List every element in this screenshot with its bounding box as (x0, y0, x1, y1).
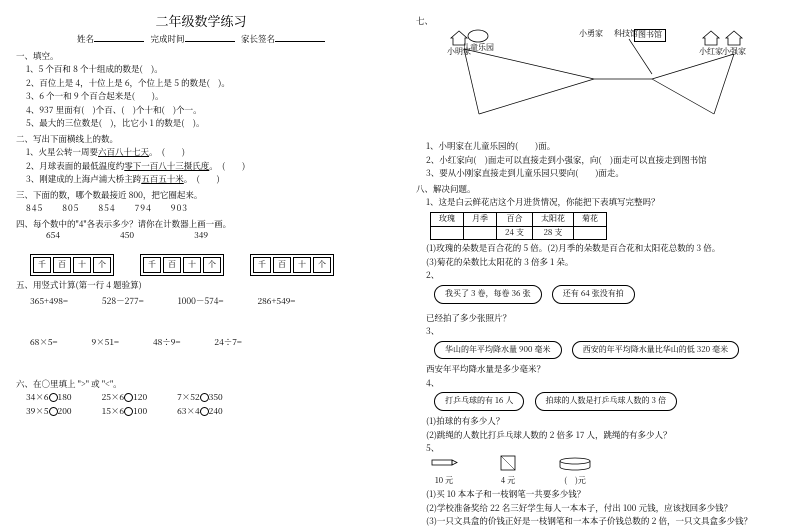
time-label: 完成时间 (150, 33, 184, 45)
circle-icon (49, 407, 58, 416)
sign-label: 家长签名 (241, 33, 275, 45)
speech-bubble: 西安的年平均降水量比华山的低 320 毫米 (572, 341, 739, 360)
s5-row2: 68×5= 9×51= 48÷9= 24÷7= (30, 337, 386, 348)
flower-table: 玫瑰月季百合太阳花菊花 24 支28 支 (430, 212, 607, 241)
q8-4: 4、 (426, 378, 786, 389)
s4-numbers: 654 450 349 (46, 230, 386, 241)
q7-3: 3、要从小刚家直接走到儿童乐园只要向( )面走。 (426, 168, 786, 179)
q8-4a: (1)拍球的有多少人？ (426, 416, 786, 427)
speech-bubble: 打乒乓球的有 16 人 (434, 392, 524, 411)
speech-bubble: 还有 64 张没有拍 (552, 285, 635, 304)
circle-icon (124, 393, 133, 402)
q8-4b: (2)跳绳的人数比打乒乓球人数的 2 倍多 17 人，跳绳的有多少人？ (426, 430, 786, 441)
section-6-heading: 六、在○里填上 ">" 或 "<"。 (16, 379, 386, 390)
house-ertong: 儿童乐园 (462, 29, 494, 54)
q2-2: 2、月球表面的最低温度约零下一百八十三摄氏度。 ( ) (26, 161, 386, 172)
circle-icon (49, 393, 58, 402)
q1-2: 2、百位上是 4，十位上是 6，个位上是 5 的数是( )。 (26, 78, 386, 89)
q8-3: 3、 (426, 326, 786, 337)
q8-3t: 西安年平均降水量是多少毫米？ (426, 364, 786, 375)
pv-table: 千百十个 (140, 254, 224, 277)
left-column: 二年级数学练习 姓名 完成时间 家长签名 一、填空。 1、5 个百和 8 个十组… (0, 0, 400, 505)
s6-row2: 39×5200 15×6100 63×4240 (26, 406, 386, 417)
circle-icon (200, 407, 209, 416)
q2-1: 1、火星公转一周要六百八十七天。 ( ) (26, 147, 386, 158)
speech-bubble: 拍球的人数是打乒乓球人数的 3 倍 (535, 392, 678, 411)
q8-1b: (3)菊花的朵数比太阳花的 3 倍多 1 朵。 (426, 257, 786, 268)
q8-5b: (2)学校准备奖给 22 名三好学生每人一本本子，付出 100 元钱，应该找回多… (426, 503, 786, 514)
q8-3-bubbles: 华山的年平均降水量 900 毫米 西安的年平均降水量比华山的低 320 毫米 (430, 338, 786, 363)
q8-5: 5、 (426, 443, 786, 454)
item-case: ( )元 (558, 456, 592, 487)
q1-4: 4、937 里面有( )个百、( )个十和( )个一。 (26, 105, 386, 116)
label-xiaoyong: 小勇家 (579, 29, 603, 40)
q1-5: 5、最大的三位数是( )，比它小 1 的数是( )。 (26, 118, 386, 129)
circle-icon (200, 393, 209, 402)
q8-2t: 已经拍了多少张照片？ (426, 313, 786, 324)
section-5-heading: 五、用竖式计算(第一行 4 题验算) (16, 280, 386, 291)
q8-1a: (1)玫瑰的朵数是百合花的 5 倍。(2)月季的朵数是百合花和太阳花总数的 3 … (426, 243, 786, 254)
speech-bubble: 我买了 3 卷，每卷 36 张 (434, 285, 542, 304)
s6-row1: 34×6180 25×6120 7×52350 (26, 392, 386, 403)
q2-3: 3、刚建成的上海卢浦大桥主跨五百五十米。 ( ) (26, 174, 386, 185)
q8-4-bubbles: 打乒乓球的有 16 人 拍球的人数是打乒乓球人数的 3 倍 (430, 389, 786, 414)
q8-2-bubbles: 我买了 3 卷，每卷 36 张 还有 64 张没有拍 (430, 282, 786, 307)
item-pen: 10 元 (430, 456, 458, 487)
right-column: 七、 小明家 科技馆 小强家 小勇家 图书馆 小红家 儿童乐园 (400, 0, 800, 505)
s3-numbers: 845 805 854 794 903 (26, 203, 386, 214)
section-3-heading: 三、下面的数，哪个数最接近 800，把它圈起来。 (16, 190, 386, 201)
section-1-heading: 一、填空。 (16, 51, 386, 62)
house-xiaoqiang: 小强家 (722, 29, 746, 58)
item-notebook: 4 元 (498, 454, 518, 487)
q1-3: 3、6 个一和 9 个百合起来是( )。 (26, 91, 386, 102)
name-label: 姓名 (77, 33, 94, 45)
q7-2: 2、小红家向( )面走可以直接走到小强家，向( )面走可以直接走到图书馆 (426, 155, 786, 166)
pv-table: 千百十个 (250, 254, 334, 277)
map-diagram: 小明家 科技馆 小强家 小勇家 图书馆 小红家 儿童乐园 (434, 29, 774, 139)
store-items: 10 元 4 元 ( )元 (430, 454, 786, 487)
q1-1: 1、5 个百和 8 个十组成的数是( )。 (26, 64, 386, 75)
q8-2: 2、 (426, 270, 786, 281)
pv-table: 千百十个 (30, 254, 114, 277)
section-2-heading: 二、写出下面横线上的数。 (16, 134, 386, 145)
speech-bubble: 华山的年平均降水量 900 毫米 (434, 341, 562, 360)
page-title: 二年级数学练习 (16, 12, 386, 30)
q7-1: 1、小明家在儿童乐园的( )面。 (426, 141, 786, 152)
q8-5a: (1)买 10 本本子和一枝钢笔一共要多少钱？ (426, 489, 786, 500)
section-8-heading: 八、解决问题。 (416, 184, 786, 195)
q8-1: 1、这是白云鲜花店这个月进货情况，你能把下表填写完整吗？ (426, 197, 786, 208)
q8-5c: (3)一只文具盒的价钱正好是一枝钢笔和一本本子价钱总数的 2 倍，一只文具盒多少… (426, 516, 786, 527)
section-7-heading: 七、 (416, 16, 786, 27)
label-tushu: 图书馆 (634, 29, 666, 42)
circle-icon (124, 407, 133, 416)
house-xiaohong: 小红家 (699, 29, 723, 58)
s5-row1: 365+498= 528－277= 1000－574= 286+549= (30, 296, 386, 307)
header-line: 姓名 完成时间 家长签名 (16, 34, 386, 45)
place-value-tables: 千百十个 千百十个 千百十个 (30, 248, 386, 277)
